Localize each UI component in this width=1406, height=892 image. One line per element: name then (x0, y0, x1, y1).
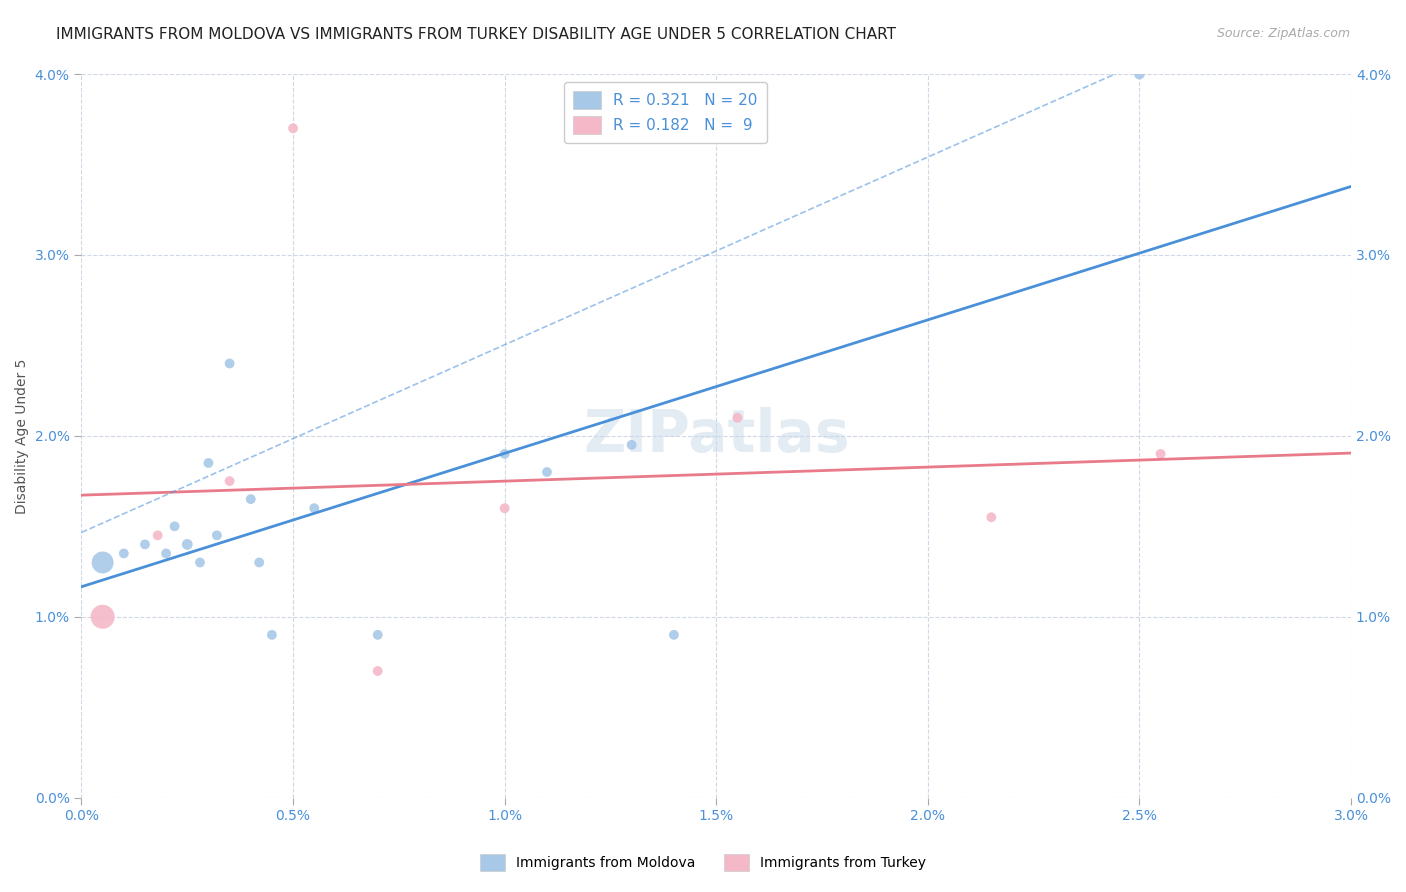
Point (247, 556, 270, 570)
Point (281, 121, 304, 136)
Point (725, 410, 748, 425)
Point (662, 628, 685, 642)
Text: ZIPatlas: ZIPatlas (583, 408, 849, 465)
Legend: R = 0.321   N = 20, R = 0.182   N =  9: R = 0.321 N = 20, R = 0.182 N = 9 (564, 82, 766, 144)
Point (134, 537, 156, 551)
Legend: Immigrants from Moldova, Immigrants from Turkey: Immigrants from Moldova, Immigrants from… (475, 848, 931, 876)
Point (91, 609, 114, 624)
Point (91, 556, 114, 570)
Point (218, 474, 240, 488)
Point (494, 501, 516, 516)
Point (260, 628, 283, 642)
Point (367, 628, 389, 642)
Point (302, 501, 325, 516)
Text: IMMIGRANTS FROM MOLDOVA VS IMMIGRANTS FROM TURKEY DISABILITY AGE UNDER 5 CORRELA: IMMIGRANTS FROM MOLDOVA VS IMMIGRANTS FR… (56, 27, 896, 42)
Point (367, 664, 389, 678)
Point (112, 546, 135, 560)
Point (155, 546, 177, 560)
Point (239, 492, 262, 507)
Point (1128, 67, 1150, 81)
Point (188, 556, 211, 570)
Point (205, 528, 228, 542)
Text: Source: ZipAtlas.com: Source: ZipAtlas.com (1216, 27, 1350, 40)
Point (218, 356, 240, 370)
Point (1149, 447, 1171, 461)
Point (163, 519, 186, 533)
Point (536, 465, 558, 479)
Point (980, 510, 1002, 524)
Point (197, 456, 219, 470)
Point (146, 528, 169, 542)
Point (494, 447, 516, 461)
Point (620, 438, 643, 452)
Point (176, 537, 198, 551)
Y-axis label: Disability Age Under 5: Disability Age Under 5 (15, 359, 30, 514)
